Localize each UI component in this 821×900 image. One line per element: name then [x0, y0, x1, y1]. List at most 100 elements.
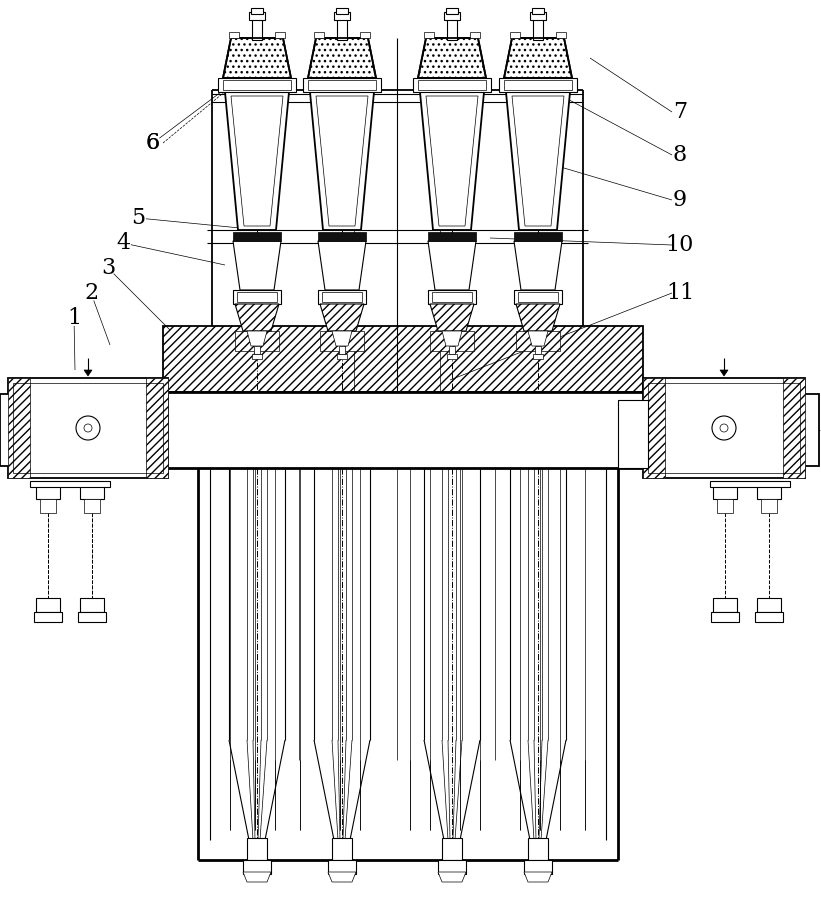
Bar [428, 290, 476, 304]
Bar [530, 12, 546, 20]
Polygon shape [223, 38, 291, 78]
Bar [446, 8, 458, 14]
Bar [418, 80, 486, 90]
Polygon shape [514, 241, 562, 290]
Bar [444, 12, 460, 20]
Bar [314, 32, 324, 38]
Polygon shape [247, 331, 267, 346]
Text: 7: 7 [673, 101, 687, 123]
Polygon shape [163, 326, 643, 392]
Bar [36, 598, 60, 612]
Polygon shape [720, 370, 728, 376]
Bar [438, 860, 466, 874]
Bar [643, 378, 805, 478]
Polygon shape [418, 38, 486, 78]
Bar [413, 78, 491, 92]
Bar [308, 80, 376, 90]
Text: 5: 5 [131, 207, 145, 229]
Bar [533, 354, 543, 359]
Bar [80, 598, 104, 612]
Polygon shape [420, 92, 484, 230]
Polygon shape [84, 370, 92, 376]
Text: 4: 4 [116, 232, 130, 254]
Bar [533, 18, 543, 40]
Polygon shape [783, 378, 805, 478]
Bar [424, 32, 434, 38]
Polygon shape [318, 241, 366, 290]
Bar [514, 290, 562, 304]
Bar [499, 78, 577, 92]
Bar [757, 598, 781, 612]
Bar [532, 8, 544, 14]
Polygon shape [146, 378, 168, 478]
Polygon shape [528, 331, 548, 346]
Bar [337, 354, 347, 359]
Bar [322, 292, 362, 302]
Bar [449, 346, 455, 354]
Polygon shape [430, 304, 474, 331]
Bar [337, 18, 347, 40]
Bar [233, 290, 281, 304]
Bar [233, 232, 281, 241]
Polygon shape [332, 331, 352, 346]
Text: 10: 10 [666, 234, 695, 256]
Bar [254, 346, 260, 354]
Bar [252, 354, 262, 359]
Polygon shape [8, 378, 30, 478]
Bar [556, 32, 566, 38]
Text: 11: 11 [666, 282, 694, 304]
Bar [318, 290, 366, 304]
Bar [432, 292, 472, 302]
Text: 6: 6 [146, 132, 160, 154]
Bar [229, 32, 239, 38]
Polygon shape [504, 38, 572, 78]
Bar [303, 78, 381, 92]
Polygon shape [524, 872, 552, 882]
Bar [237, 292, 277, 302]
Bar [275, 32, 285, 38]
Bar [252, 18, 262, 40]
Bar [243, 860, 271, 874]
Bar [249, 12, 265, 20]
Polygon shape [428, 241, 476, 290]
Bar [247, 838, 267, 860]
Bar [618, 400, 648, 468]
Text: 2: 2 [84, 282, 98, 304]
Circle shape [84, 424, 92, 432]
Polygon shape [438, 872, 466, 882]
Text: 1: 1 [67, 307, 81, 329]
Bar [710, 481, 790, 487]
Bar [711, 612, 739, 622]
Polygon shape [643, 378, 665, 478]
Polygon shape [430, 331, 474, 351]
Bar [447, 354, 457, 359]
Text: 3: 3 [101, 257, 115, 279]
Polygon shape [506, 92, 570, 230]
Bar [318, 232, 366, 241]
Bar [755, 612, 783, 622]
Bar [717, 499, 733, 513]
Bar [328, 860, 356, 874]
Polygon shape [243, 872, 271, 882]
Text: 9: 9 [673, 189, 687, 211]
Bar [78, 612, 106, 622]
Polygon shape [320, 331, 364, 351]
Bar [40, 499, 56, 513]
Bar [336, 8, 348, 14]
Circle shape [712, 416, 736, 440]
Polygon shape [442, 331, 462, 346]
Bar [504, 80, 572, 90]
Polygon shape [310, 92, 374, 230]
Circle shape [720, 424, 728, 432]
Bar [514, 232, 562, 241]
Bar [442, 838, 462, 860]
Bar [34, 612, 62, 622]
Bar [36, 483, 60, 499]
Bar [510, 32, 520, 38]
Polygon shape [516, 304, 560, 331]
Bar [22, 392, 792, 468]
Polygon shape [516, 331, 560, 351]
Polygon shape [235, 331, 279, 351]
Text: 6: 6 [146, 132, 160, 154]
Bar [428, 232, 476, 241]
